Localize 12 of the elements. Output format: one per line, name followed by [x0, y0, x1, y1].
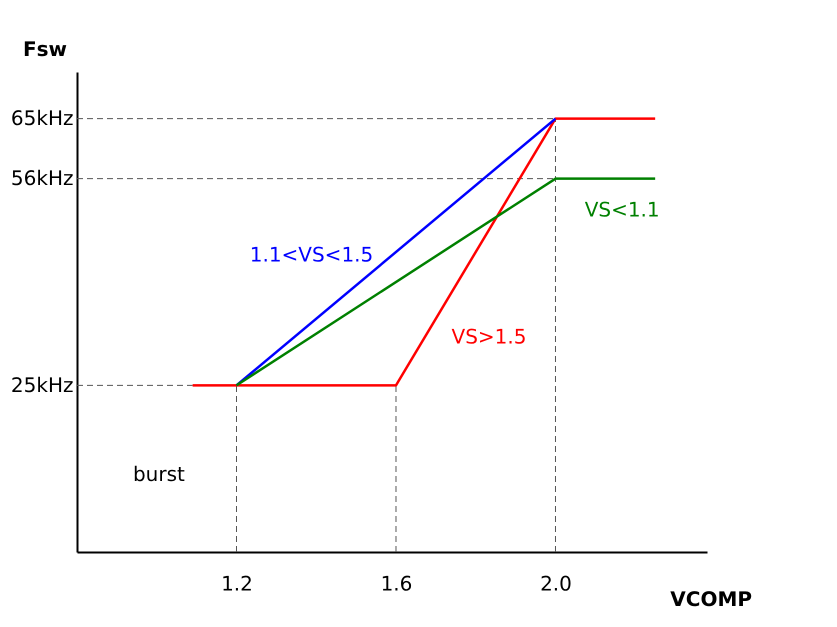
y-axis-title: Fsw — [22, 37, 67, 61]
y-tick-label: 25kHz — [10, 372, 74, 397]
y-tick-label: 56kHz — [10, 166, 74, 190]
x-tick-label: 1.2 — [221, 572, 253, 596]
x-tick-label: 2.0 — [540, 572, 572, 596]
y-tick-label: 65kHz — [10, 106, 74, 130]
series-label: 1.1<VS<1.5 — [250, 242, 374, 266]
series-label: VS>1.5 — [452, 324, 526, 348]
annotation: burst — [132, 462, 185, 486]
series-label: VS<1.1 — [584, 198, 660, 222]
x-tick-label: 1.6 — [380, 572, 412, 596]
x-axis-title: VCOMP — [670, 587, 752, 611]
